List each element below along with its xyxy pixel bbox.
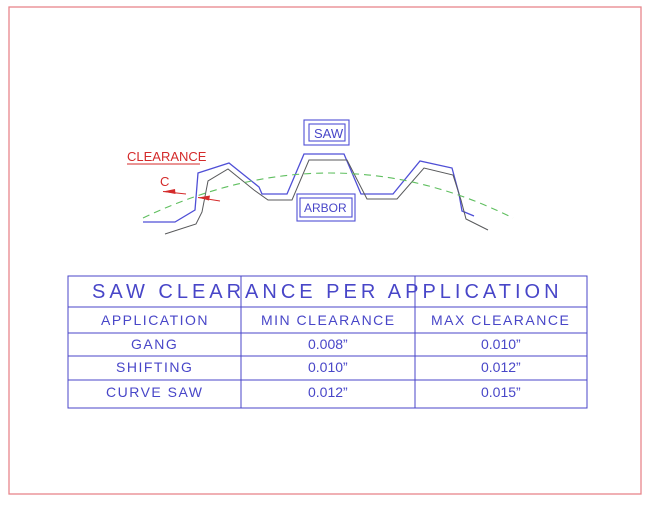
svg-text:APPLICATION: APPLICATION [101,312,209,328]
svg-text:MAX CLEARANCE: MAX CLEARANCE [431,312,570,328]
svg-text:MIN CLEARANCE: MIN CLEARANCE [261,312,396,328]
svg-text:CURVE SAW: CURVE SAW [106,384,204,400]
svg-text:SAW: SAW [314,126,344,141]
svg-text:GANG: GANG [131,336,178,352]
svg-text:0.015”: 0.015” [481,384,521,400]
svg-text:0.010”: 0.010” [308,359,348,375]
svg-text:0.012”: 0.012” [481,359,521,375]
svg-text:0.012”: 0.012” [308,384,348,400]
svg-text:ARBOR: ARBOR [304,201,347,215]
svg-text:0.008”: 0.008” [308,336,348,352]
svg-text:CLEARANCE: CLEARANCE [127,149,207,164]
svg-text:0.010”: 0.010” [481,336,521,352]
svg-text:C: C [160,174,169,189]
svg-text:SAW CLEARANCE PER APPLICATION: SAW CLEARANCE PER APPLICATION [92,281,563,303]
svg-text:SHIFTING: SHIFTING [116,359,193,375]
